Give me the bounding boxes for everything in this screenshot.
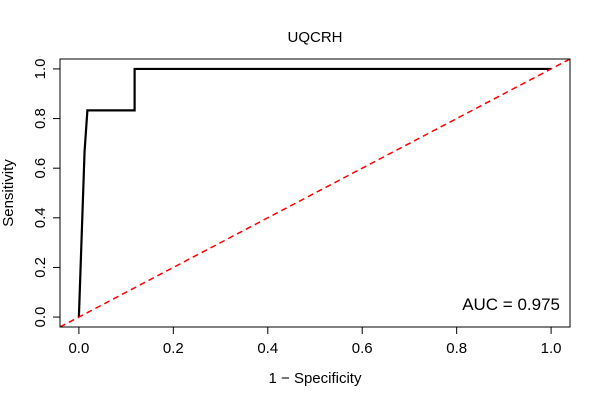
y-tick-label: 0.4 [32,207,49,228]
x-tick-label: 1.0 [541,340,562,357]
plot-frame [59,58,571,328]
x-tick-label: 0.4 [257,340,278,357]
y-tick-label: 0.8 [32,108,49,129]
auc-annotation: AUC = 0.975 [462,295,560,314]
plot-area: 0.0 0.2 0.4 0.6 0.8 1.0 0.0 0.2 0.4 0.6 0.8 1.0 [32,58,571,357]
y-tick-label: 1.0 [32,58,49,79]
y-tick-label: 0.0 [32,307,49,328]
y-axis-label: Sensitivity [0,159,17,227]
chart-title: UQCRH [288,29,343,46]
roc-curve-line [77,67,552,318]
x-axis-label: 1 − Specificity [269,370,362,387]
y-tick-label: 0.6 [32,158,49,179]
x-tick-label: 0.6 [352,340,373,357]
x-tick-label: 0.0 [68,340,89,357]
reference-diagonal-line [60,59,570,327]
y-tick-label: 0.2 [32,257,49,278]
x-tick-label: 0.8 [446,340,467,357]
x-tick-label: 0.2 [163,340,184,357]
